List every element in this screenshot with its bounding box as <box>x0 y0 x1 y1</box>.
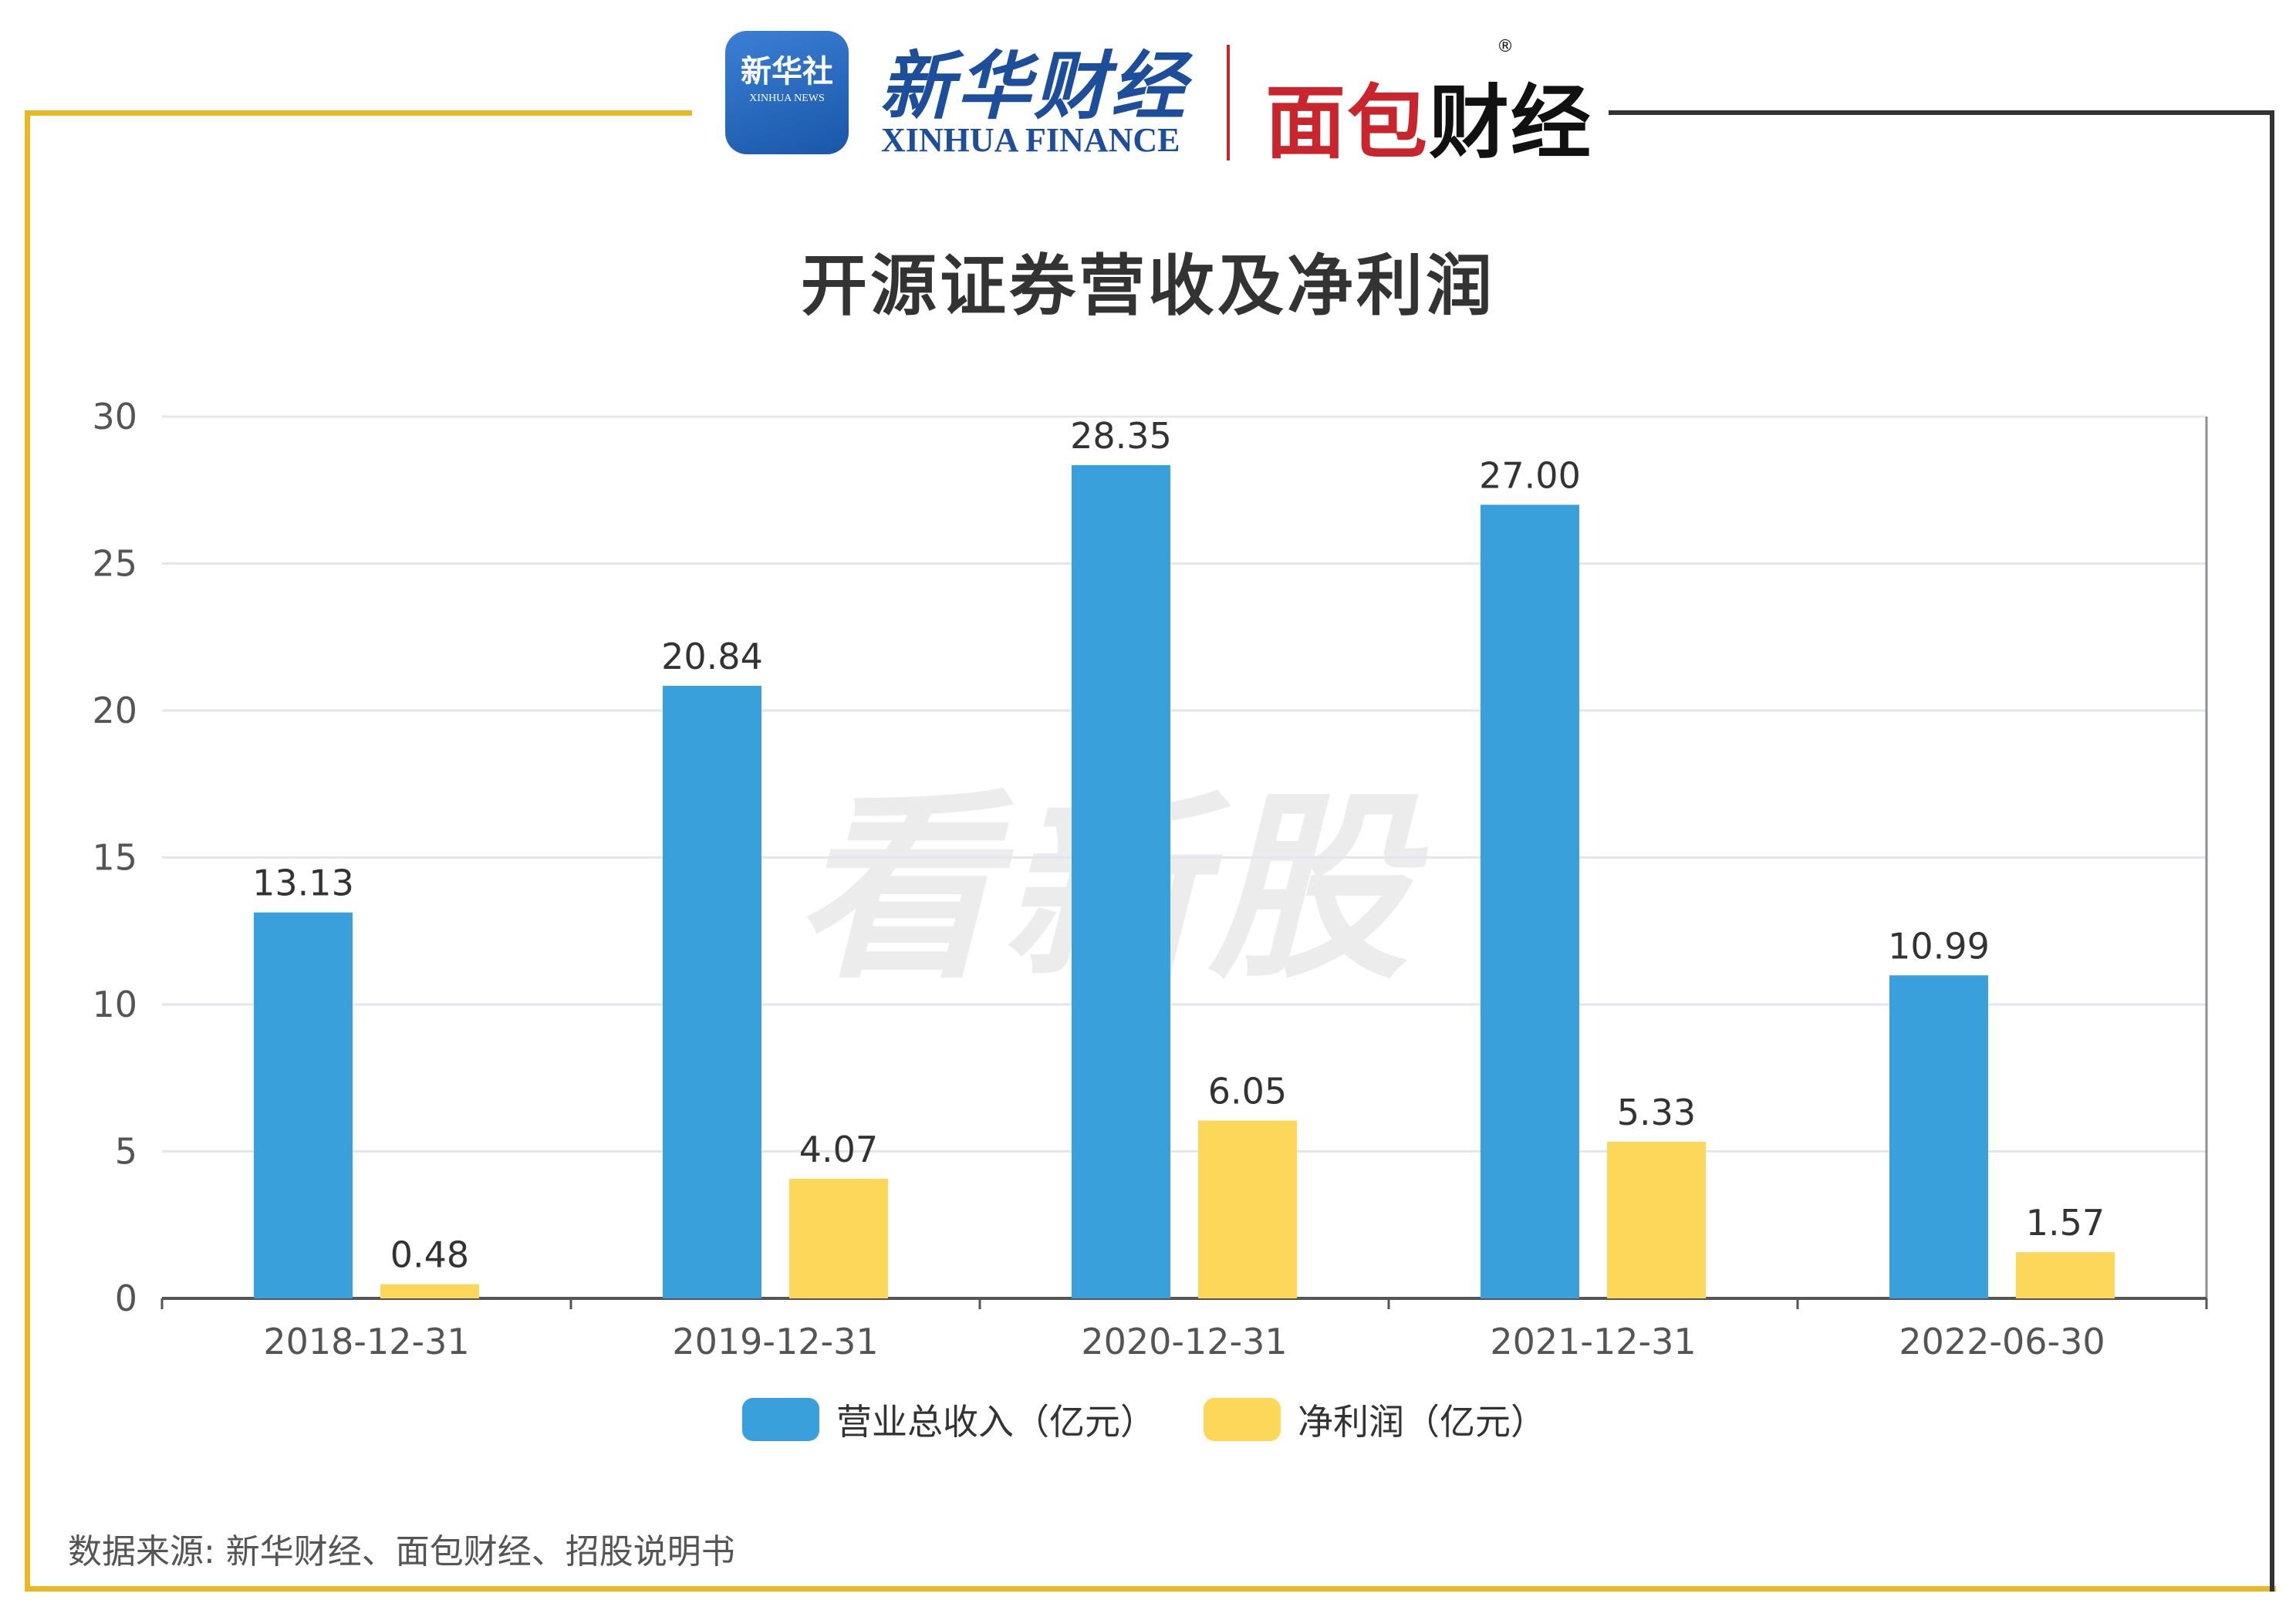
xinhua-news-logo: 新华社 XINHUA NEWS <box>725 31 849 154</box>
legend-swatch-profit <box>1204 1398 1281 1441</box>
x-tick-label: 2018-12-31 <box>263 1321 469 1362</box>
x-tick-label: 2021-12-31 <box>1490 1321 1696 1362</box>
data-label-profit: 1.57 <box>2026 1202 2105 1244</box>
frame-top-left-line <box>25 110 692 116</box>
mianbao-finance-logo: 面包财经 <box>1265 57 1592 174</box>
bar-profit <box>1607 1141 1706 1298</box>
x-tick-label: 2019-12-31 <box>672 1321 878 1362</box>
legend-swatch-revenue <box>742 1398 819 1441</box>
x-tick-label: 2022-06-30 <box>1899 1321 2105 1362</box>
frame-right-line <box>2270 110 2274 1592</box>
xinhua-finance-logo-cn: 新华财经 <box>880 42 1188 130</box>
y-tick-label: 0 <box>115 1278 137 1319</box>
data-source-note: 数据来源: 新华财经、面包财经、招股说明书 <box>68 1532 735 1571</box>
y-tick-label: 10 <box>92 984 137 1025</box>
data-label-revenue: 27.00 <box>1479 454 1581 496</box>
xinhua-finance-logo-en: XINHUA FINANCE <box>881 121 1180 159</box>
frame-top-right-line <box>1609 110 2274 115</box>
frame-left-line <box>25 110 30 1592</box>
bar-profit <box>1198 1120 1297 1298</box>
bar-revenue <box>663 685 761 1298</box>
data-label-revenue: 10.99 <box>1888 925 1990 967</box>
chart-title: 开源证券营收及净利润 <box>801 248 1495 325</box>
data-label-profit: 5.33 <box>1617 1092 1696 1133</box>
logo-separator <box>1227 45 1230 160</box>
bar-profit <box>789 1178 888 1298</box>
data-label-profit: 0.48 <box>390 1234 469 1276</box>
y-tick-label: 5 <box>115 1131 137 1173</box>
mianbao-logo-red: 面包 <box>1265 76 1430 170</box>
data-label-revenue: 28.35 <box>1070 415 1172 457</box>
xinhua-badge-en: XINHUA NEWS <box>749 93 825 104</box>
bar-revenue <box>1072 464 1170 1298</box>
legend-label-profit: 净利润（亿元） <box>1298 1401 1546 1443</box>
bar-revenue <box>254 912 353 1298</box>
data-label-profit: 4.07 <box>799 1129 878 1170</box>
data-label-profit: 6.05 <box>1208 1070 1287 1112</box>
y-tick-label: 20 <box>92 690 137 731</box>
data-label-revenue: 20.84 <box>661 636 763 677</box>
legend-label-revenue: 营业总收入（亿元） <box>836 1401 1156 1443</box>
legend-item-profit[interactable]: 净利润（亿元） <box>1204 1396 1546 1443</box>
bar-revenue <box>1889 975 1988 1298</box>
bar-profit <box>380 1284 479 1298</box>
header-logos: 新华社 XINHUA NEWS 新华财经 XINHUA FINANCE 面包财经… <box>718 22 1628 176</box>
registered-mark: ® <box>1497 37 1514 56</box>
legend-item-revenue[interactable]: 营业总收入（亿元） <box>742 1396 1156 1443</box>
bar-revenue <box>1481 505 1579 1298</box>
mianbao-logo-dark: 财经 <box>1429 76 1593 170</box>
data-label-revenue: 13.13 <box>252 863 354 904</box>
xinhua-badge-cn: 新华社 <box>741 53 833 89</box>
frame-bottom-line <box>25 1586 2276 1592</box>
y-tick-label: 30 <box>92 396 137 437</box>
x-tick-label: 2020-12-31 <box>1081 1321 1287 1362</box>
y-tick-label: 15 <box>92 837 137 879</box>
y-tick-label: 25 <box>92 543 137 585</box>
bar-profit <box>2016 1252 2115 1298</box>
